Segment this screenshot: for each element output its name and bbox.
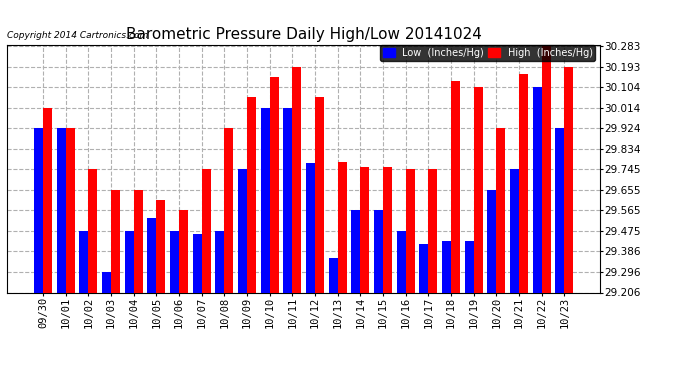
Bar: [564, 67, 573, 292]
Bar: [293, 67, 302, 292]
Bar: [88, 169, 97, 292]
Bar: [473, 87, 483, 292]
Bar: [111, 190, 120, 292]
Bar: [428, 169, 437, 292]
Bar: [496, 128, 505, 292]
Bar: [147, 218, 156, 292]
Bar: [519, 74, 528, 292]
Bar: [247, 97, 256, 292]
Bar: [66, 128, 75, 292]
Bar: [134, 190, 143, 292]
Bar: [420, 243, 428, 292]
Bar: [374, 210, 383, 292]
Bar: [351, 210, 360, 292]
Bar: [201, 169, 210, 292]
Bar: [397, 231, 406, 292]
Bar: [306, 164, 315, 292]
Bar: [442, 241, 451, 292]
Bar: [328, 258, 337, 292]
Bar: [270, 76, 279, 292]
Bar: [124, 231, 134, 292]
Bar: [510, 169, 519, 292]
Bar: [464, 241, 473, 292]
Bar: [487, 190, 496, 292]
Bar: [555, 128, 564, 292]
Bar: [102, 272, 111, 292]
Bar: [156, 200, 166, 292]
Bar: [360, 167, 369, 292]
Bar: [451, 81, 460, 292]
Bar: [238, 169, 247, 292]
Bar: [215, 231, 224, 292]
Legend: Low  (Inches/Hg), High  (Inches/Hg): Low (Inches/Hg), High (Inches/Hg): [380, 45, 595, 61]
Bar: [283, 108, 293, 292]
Bar: [193, 234, 201, 292]
Bar: [533, 87, 542, 292]
Bar: [383, 167, 392, 292]
Title: Barometric Pressure Daily High/Low 20141024: Barometric Pressure Daily High/Low 20141…: [126, 27, 482, 42]
Bar: [224, 128, 233, 292]
Bar: [79, 231, 88, 292]
Bar: [261, 108, 270, 292]
Text: Copyright 2014 Cartronics.com: Copyright 2014 Cartronics.com: [7, 31, 148, 40]
Bar: [406, 169, 415, 292]
Bar: [43, 108, 52, 292]
Bar: [34, 128, 43, 292]
Bar: [170, 231, 179, 292]
Bar: [315, 97, 324, 292]
Bar: [179, 210, 188, 292]
Bar: [542, 46, 551, 292]
Bar: [337, 162, 346, 292]
Bar: [57, 128, 66, 292]
